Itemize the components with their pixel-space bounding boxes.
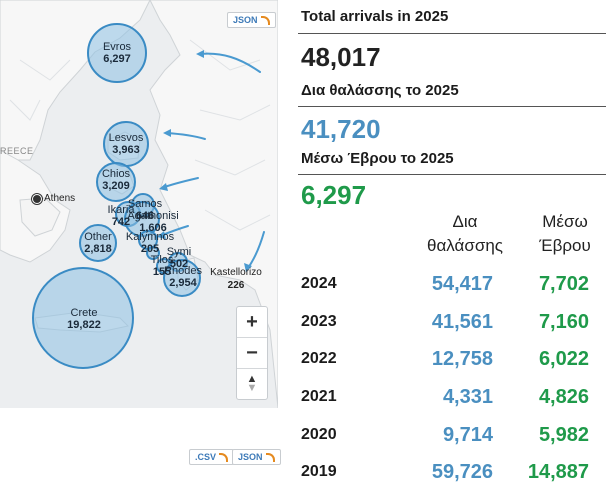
bubble-chios — [96, 162, 136, 202]
bubble-crete — [32, 267, 134, 369]
row-year: 2020 — [301, 426, 337, 443]
zoom-out-button[interactable]: − — [237, 338, 267, 369]
reset-north-button[interactable]: ▲ ▼ — [237, 369, 267, 399]
row-sea-value: 12,758 — [431, 348, 493, 370]
map-zoom-controls: + − ▲ ▼ — [236, 306, 268, 400]
bubble-other — [79, 224, 117, 262]
city-athens-label: Athens — [44, 193, 76, 204]
total-arrivals-title: Total arrivals in 2025 — [301, 8, 449, 25]
row-year: 2022 — [301, 350, 337, 367]
region-greece-label: REECE — [0, 146, 34, 156]
row-year: 2024 — [301, 275, 337, 292]
bubble-lesvos — [103, 121, 149, 167]
rss-icon — [219, 453, 229, 463]
row-year: 2023 — [301, 313, 337, 330]
zoom-in-button[interactable]: + — [237, 307, 267, 338]
sea-arrivals-value: 41,720 — [301, 114, 381, 144]
bubble-agathonisi — [124, 201, 160, 237]
row-evros-value: 14,887 — [527, 461, 589, 483]
row-evros-value: 7,160 — [538, 311, 589, 333]
evros-arrivals-title: Μέσω Έβρου το 2025 — [301, 150, 454, 167]
evros-arrivals-value: 6,297 — [301, 180, 367, 210]
row-sea-value: 59,726 — [431, 461, 493, 483]
row-year: 2019 — [301, 463, 337, 480]
row-year: 2021 — [301, 388, 337, 405]
json-download-button-bottom[interactable]: JSON — [232, 449, 281, 466]
column-header-evros: Μέσω Έβρου — [539, 212, 591, 255]
bubble-evros — [87, 23, 147, 83]
divider — [298, 174, 606, 175]
arrivals-map[interactable]: REECE Athens Evros 6,297 Lesvos 3,963 Chio… — [0, 0, 278, 408]
rss-icon — [260, 16, 270, 26]
south-arrow-icon: ▼ — [246, 382, 258, 394]
athens-marker-icon — [32, 194, 42, 204]
column-header-sea: Δια θαλάσσης — [427, 212, 503, 255]
csv-download-button[interactable]: .CSV — [189, 449, 235, 466]
total-arrivals-value: 48,017 — [301, 42, 381, 72]
divider — [298, 106, 606, 107]
json-download-button[interactable]: JSON — [227, 12, 276, 29]
bubble-rhodes — [163, 259, 201, 297]
row-evros-value: 7,702 — [538, 273, 589, 295]
row-sea-value: 4,331 — [442, 386, 493, 408]
sea-arrivals-title: Δια θαλάσσης το 2025 — [301, 82, 459, 99]
north-arrow-icon: ▲ — [246, 373, 258, 385]
row-sea-value: 9,714 — [442, 424, 493, 446]
row-evros-value: 6,022 — [538, 348, 589, 370]
row-evros-value: 4,826 — [538, 386, 589, 408]
kastellorizo-label: Kastellorizo 226 — [210, 267, 262, 291]
divider — [298, 33, 606, 34]
row-sea-value: 54,417 — [431, 273, 493, 295]
map-basemap — [0, 0, 278, 408]
rss-icon — [265, 453, 275, 463]
row-evros-value: 5,982 — [538, 424, 589, 446]
row-sea-value: 41,561 — [431, 311, 493, 333]
